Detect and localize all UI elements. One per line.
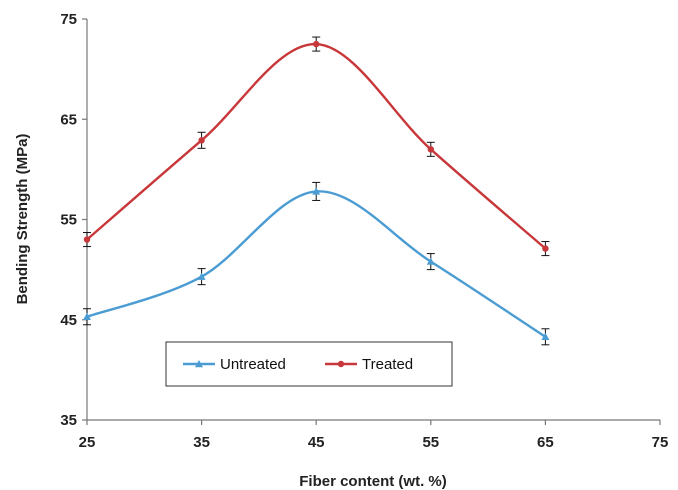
y-tick-label: 55 [60,212,77,229]
series-treated [83,36,550,257]
legend: Untreated Treated [165,341,453,387]
legend-entry-treated: Treated [325,356,413,373]
x-tick-label: 25 [79,434,96,451]
x-tick-label: 65 [537,434,554,451]
legend-swatch-marker [195,360,203,368]
series-untreated [83,181,550,346]
legend-label: Untreated [220,356,286,373]
legend-label: Treated [362,356,413,373]
data-point [313,40,320,48]
series-line [86,42,547,250]
legend-swatch-marker [337,360,345,368]
x-tick-label: 45 [308,434,325,451]
data-point [198,137,205,144]
y-axis-title: Bending Strength (MPa) [14,134,31,305]
data-point [197,272,206,280]
data-point [312,187,321,195]
series-line [86,190,547,338]
series-layer [83,36,550,346]
y-tick-label: 75 [60,11,77,28]
axes [82,18,661,425]
x-tick-label: 75 [652,434,669,451]
y-tick-label: 45 [60,312,77,329]
data-point [427,146,434,153]
legend-entry-untreated: Untreated [183,356,286,373]
data-point [542,245,549,252]
data-point [83,236,91,243]
x-tick-label: 35 [193,434,210,451]
data-point [426,257,435,265]
x-tick-label: 55 [422,434,439,451]
data-point [83,312,91,320]
y-tick-label: 65 [60,111,77,128]
x-axis-title: Fiber content (wt. %) [299,473,447,490]
data-point [541,332,550,340]
y-tick-label: 35 [60,412,77,429]
